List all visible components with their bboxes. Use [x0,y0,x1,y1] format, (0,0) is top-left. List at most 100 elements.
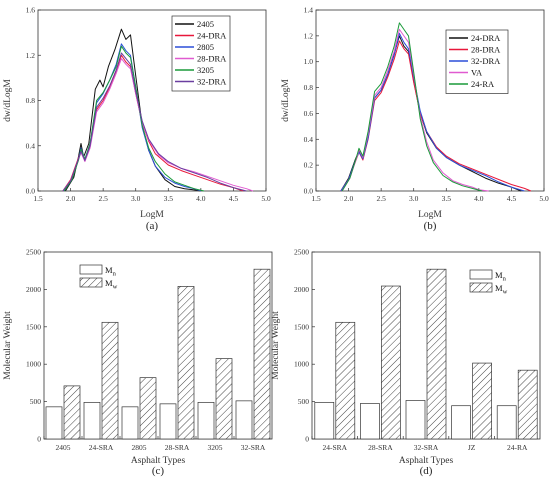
y-tick-label: 2000 [26,285,41,294]
legend-label: 24-RA [471,79,495,89]
legend-label: 2805 [197,42,214,52]
legend-box [171,15,231,92]
chart-b: 0.0 0.2 0.4 0.6 0.8 1.0 1.2 1.4 dw/dLogM LogM(b) 1… [281,6,549,233]
legend-label-subscript: n [503,276,507,283]
plot-frame [37,9,267,192]
legend-label: Mw [495,283,508,296]
series-line-28-DRA [62,58,254,192]
plot-frame [311,251,541,440]
x-axis-label: Asphalt Types [399,456,454,466]
y-tick-label: 0.8 [304,83,314,92]
y-tick-label: 2500 [294,248,309,257]
x-tick-label: 24-RA [507,443,528,452]
y-tick-label: 1.4 [304,6,314,15]
legend-label-subscript: n [113,271,117,278]
bar-Mw-3205 [215,358,233,440]
series-line-32-DRA [340,32,525,192]
bar-Mn-3205 [197,401,215,440]
legend-label-base: M [495,270,503,280]
x-tick-label: 2.5 [376,194,386,203]
y-tick-label: 0 [305,435,309,444]
legend-label: 32-DRA [471,56,501,66]
y-tick-label: 0.0 [304,187,314,196]
x-tick-label: 28-SRA [368,443,393,452]
legend-label: 28-DRA [197,54,227,64]
bar-Mn-2805 [121,406,139,440]
chart-caption: (b) [424,220,437,232]
y-tick-label: 0.2 [304,161,314,170]
bar-Mw-32-SRA [426,268,447,440]
x-tick-label: 5.0 [261,194,271,203]
bar-Mw-2805 [139,377,157,440]
y-tick-label: 500 [30,397,42,406]
bar-Mw-24-SRA [335,321,356,440]
x-tick-label: 24-SRA [89,443,114,452]
bar-Mw-28-SRA [177,286,195,440]
bar-Mn-2405 [45,406,63,440]
bar-Mn-32-SRA [405,400,426,440]
chart-caption: (d) [420,465,433,477]
x-tick-label: 28-SRA [165,443,190,452]
x-tick-label: 5.0 [539,194,549,203]
bar-Mn-28-SRA [360,403,380,440]
y-tick-label: 1500 [26,322,41,331]
series-line-3205 [63,45,205,192]
bar-Mw-32-SRA [253,268,271,440]
plot-frame [315,9,545,192]
bar-Mn-24-RA [496,405,517,440]
y-axis-label: Molecular Weight [3,311,13,380]
chart-d: 0 500 1000 1500 2000 2500 Molecular Weight Asph… [271,248,541,477]
series-line-28-DRA [340,40,532,192]
legend-label-base: M [105,278,113,288]
y-tick-label: 1.0 [304,57,314,66]
y-tick-label: 2000 [294,285,309,294]
x-tick-label: 2.0 [66,194,76,203]
y-tick-label: 1.2 [26,51,36,60]
y-tick-label: 0 [37,435,41,444]
legend-swatch [79,277,103,288]
legend-label: 28-DRA [471,45,501,55]
x-axis-label: LogM [140,210,164,220]
legend-label: Mn [495,270,507,283]
x-tick-label: 4.0 [196,194,206,203]
x-tick-label: 3.5 [164,194,174,203]
y-tick-label: 1000 [294,360,309,369]
bar-Mw-2405 [63,385,81,440]
legend-swatch [469,282,493,293]
bar-Mn-32-SRA [235,400,253,440]
x-tick-label: 1.5 [33,194,43,203]
bar-Mn-JZ [451,405,471,440]
y-tick-label: 0.8 [26,96,36,105]
chart-caption: (a) [146,220,159,232]
legend-label: Mw [105,278,118,291]
chart-c: 0 500 1000 1500 2000 2500 Molecular Weight Asph… [3,248,273,477]
x-tick-label: 3.0 [409,194,419,203]
y-tick-label: 0.6 [304,109,314,118]
legend-label-subscript: w [503,289,508,296]
x-tick-label: 24-SRA [323,443,348,452]
x-tick-label: JZ [468,443,476,452]
bar-Mn-24-SRA [83,401,101,440]
x-tick-label: 3.5 [442,194,452,203]
x-tick-label: 2.5 [98,194,108,203]
bar-Mw-JZ [472,362,492,440]
y-axis-label: dw/dLogM [281,79,291,122]
y-tick-label: 1000 [26,360,41,369]
bar-Mw-24-RA [517,369,538,440]
x-axis-label: LogM [418,210,442,220]
legend-swatch [469,269,493,280]
legend-label: 24-DRA [197,31,227,41]
x-tick-label: 2.0 [344,194,354,203]
y-tick-label: 1500 [294,322,309,331]
chart-a: 0.0 0.4 0.8 1.2 1.6 dw/dLogM LogM(a) 1.5 2.0 2.5 3… [3,6,271,233]
y-tick-label: 500 [298,397,310,406]
chart-caption: (c) [152,465,165,477]
bar-Mw-24-SRA [101,321,119,440]
x-tick-label: 4.0 [474,194,484,203]
legend-label: VA [471,68,483,78]
legend-label-base: M [495,283,503,293]
y-axis-label: Molecular Weight [271,311,281,380]
y-tick-label: 1.6 [26,6,36,15]
y-tick-label: 0.0 [26,187,36,196]
